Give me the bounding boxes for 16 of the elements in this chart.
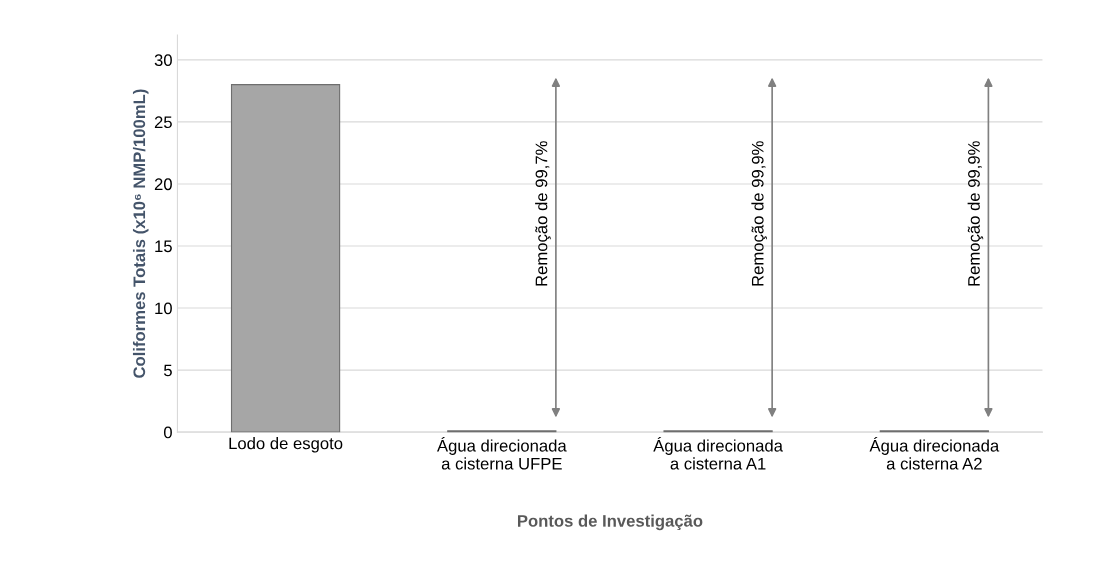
- y-tick-label: 30: [154, 54, 172, 67]
- x-axis-title: Pontos de Investigação: [517, 514, 703, 531]
- annotation: Remoção de 99,7%: [535, 141, 551, 286]
- y-tick-label: 25: [154, 116, 172, 129]
- x-tick-label: Água direcionada a cisterna UFPE: [437, 437, 567, 470]
- x-tick-label: Lodo de esgoto: [229, 437, 343, 453]
- y-tick-label: 0: [163, 426, 172, 439]
- x-tick-label: Água direcionada a cisterna A1: [653, 437, 783, 470]
- x-tick-label: Água direcionada a cisterna A2: [869, 437, 1000, 470]
- annotation: Remoção de 99,9%: [751, 141, 767, 286]
- annotation: Remoção de 99,9%: [967, 141, 984, 286]
- y-tick-label: 10: [155, 302, 172, 315]
- y-tick-label: 20: [154, 178, 172, 191]
- y-tick-label: 15: [155, 240, 172, 253]
- y-tick-label: 5: [163, 364, 172, 377]
- y-axis-title: Coliformes Totais (x10⁶ NMP/100mL): [132, 89, 149, 378]
